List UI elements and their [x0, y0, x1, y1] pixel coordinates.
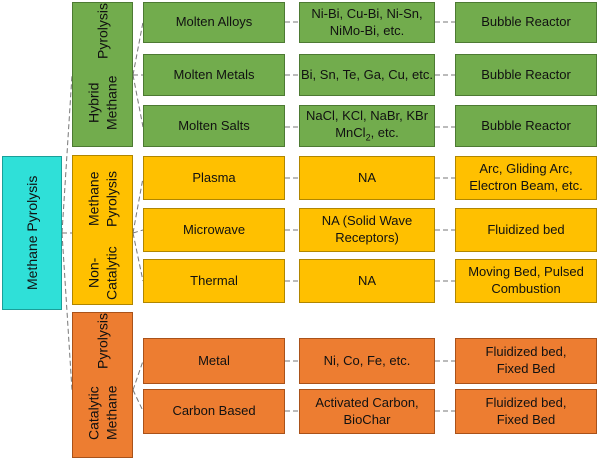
group-noncatalytic-label-2: Methane Pyrolysis — [85, 170, 120, 227]
connector-root-catalytic — [61, 232, 73, 391]
root-label: Methane Pyrolysis — [23, 175, 40, 291]
cat-row2-reactor-text: Fluidized bed, Fixed Bed — [485, 394, 567, 427]
connector-cat-row2 — [132, 389, 144, 412]
cat-row1-reactor: Fluidized bed, Fixed Bed — [455, 338, 597, 384]
noncat-row1-material-text: NA — [357, 169, 377, 185]
noncat-row3-reactor-text: Moving Bed, Pulsed Combustion — [468, 264, 584, 296]
hybrid-row3-reactor-text: Bubble Reactor — [481, 117, 571, 133]
root-node: Methane Pyrolysis — [2, 156, 62, 310]
hybrid-row1-type-text: Molten Alloys — [175, 14, 253, 30]
hybrid-row3-reactor: Bubble Reactor — [455, 105, 597, 147]
hybrid-row3-material-pre: MnCl — [335, 124, 366, 140]
cat-row2-type: Carbon Based — [143, 389, 285, 434]
noncat-row3-reactor: Moving Bed, Pulsed Combustion — [455, 259, 597, 303]
cat-row1-material-text: Ni, Co, Fe, etc. — [323, 352, 411, 368]
group-noncatalytic-label-1: Non-Catalytic — [85, 245, 120, 300]
noncat-row2-reactor-text: Fluidized bed — [487, 221, 565, 237]
noncat-row1-material: NA — [299, 156, 435, 200]
hybrid-row2-reactor-text: Bubble Reactor — [481, 66, 571, 82]
noncat-row2-material: NA (Solid Wave Receptors) — [299, 208, 435, 252]
noncat-row3-material: NA — [299, 259, 435, 303]
group-catalytic-label-2: Pyrolysis — [94, 313, 111, 370]
cat-row1-material: Ni, Co, Fe, etc. — [299, 338, 435, 384]
hybrid-row1-type: Molten Alloys — [143, 2, 285, 43]
noncat-row2-type: Microwave — [143, 208, 285, 252]
hybrid-row3-material-post: , etc. — [370, 124, 399, 140]
connector-cat-row1 — [132, 360, 144, 391]
noncat-row1-reactor: Arc, Gliding Arc, Electron Beam, etc. — [455, 156, 597, 200]
noncat-row3-material-text: NA — [357, 272, 377, 288]
cat-row2-type-text: Carbon Based — [172, 403, 256, 419]
hybrid-row3-material-sub: 2 — [365, 132, 371, 143]
hybrid-row3-type-text: Molten Salts — [178, 117, 250, 133]
noncat-row3-type-text: Thermal — [190, 272, 238, 288]
noncat-row1-type: Plasma — [143, 156, 285, 200]
group-hybrid-label-2: Pyrolysis — [94, 3, 111, 60]
hybrid-row2-material-text: Bi, Sn, Te, Ga, Cu, etc. — [301, 66, 433, 82]
hybrid-row1-material: Ni-Bi, Cu-Bi, Ni-Sn, NiMo-Bi, etc. — [299, 2, 435, 43]
connector-root-hybrid — [61, 74, 73, 234]
hybrid-row1-reactor-text: Bubble Reactor — [481, 14, 571, 30]
connector-noncat-row3 — [132, 232, 144, 282]
hybrid-row2-material: Bi, Sn, Te, Ga, Cu, etc. — [299, 54, 435, 96]
cat-row1-type: Metal — [143, 338, 285, 384]
group-catalytic: Catalytic Methane Pyrolysis — [72, 312, 133, 458]
cat-row2-material: Activated Carbon, BioChar — [299, 389, 435, 434]
noncat-row1-reactor-text: Arc, Gliding Arc, Electron Beam, etc. — [469, 161, 583, 193]
noncat-row1-type-text: Plasma — [192, 169, 236, 185]
noncat-row2-reactor: Fluidized bed — [455, 208, 597, 252]
connector-noncat-row2 — [132, 229, 144, 234]
hybrid-row3-material: NaCl, KCl, NaBr, KBr MnCl2, etc. — [299, 105, 435, 147]
connector-noncat-row1 — [132, 177, 144, 234]
cat-row2-reactor: Fluidized bed, Fixed Bed — [455, 389, 597, 434]
noncat-row3-type: Thermal — [143, 259, 285, 303]
noncat-row2-material-text: NA (Solid Wave Receptors) — [321, 213, 413, 245]
cat-row1-type-text: Metal — [198, 352, 230, 368]
cat-row2-material-text: Activated Carbon, BioChar — [315, 394, 419, 427]
hybrid-row1-reactor: Bubble Reactor — [455, 2, 597, 43]
cat-row1-reactor-text: Fluidized bed, Fixed Bed — [485, 344, 567, 376]
group-hybrid: Hybrid Methane Pyrolysis — [72, 2, 133, 147]
hybrid-row1-material-text: Ni-Bi, Cu-Bi, Ni-Sn, NiMo-Bi, etc. — [311, 5, 423, 38]
hybrid-row3-material-line2: MnCl2, etc. — [335, 125, 399, 144]
connector-hybrid-row3 — [132, 74, 144, 128]
hybrid-row2-type-text: Molten Metals — [173, 66, 255, 82]
group-hybrid-label-1: Hybrid Methane — [85, 75, 120, 130]
group-noncatalytic: Non-Catalytic Methane Pyrolysis — [72, 155, 133, 305]
hybrid-row2-type: Molten Metals — [143, 54, 285, 96]
connector-hybrid-row1 — [132, 21, 144, 76]
hybrid-row3-type: Molten Salts — [143, 105, 285, 147]
hybrid-row3-material-line1: NaCl, KCl, NaBr, KBr — [305, 107, 429, 123]
hybrid-row2-reactor: Bubble Reactor — [455, 54, 597, 96]
group-catalytic-label-1: Catalytic Methane — [85, 385, 120, 441]
noncat-row2-type-text: Microwave — [182, 221, 246, 237]
